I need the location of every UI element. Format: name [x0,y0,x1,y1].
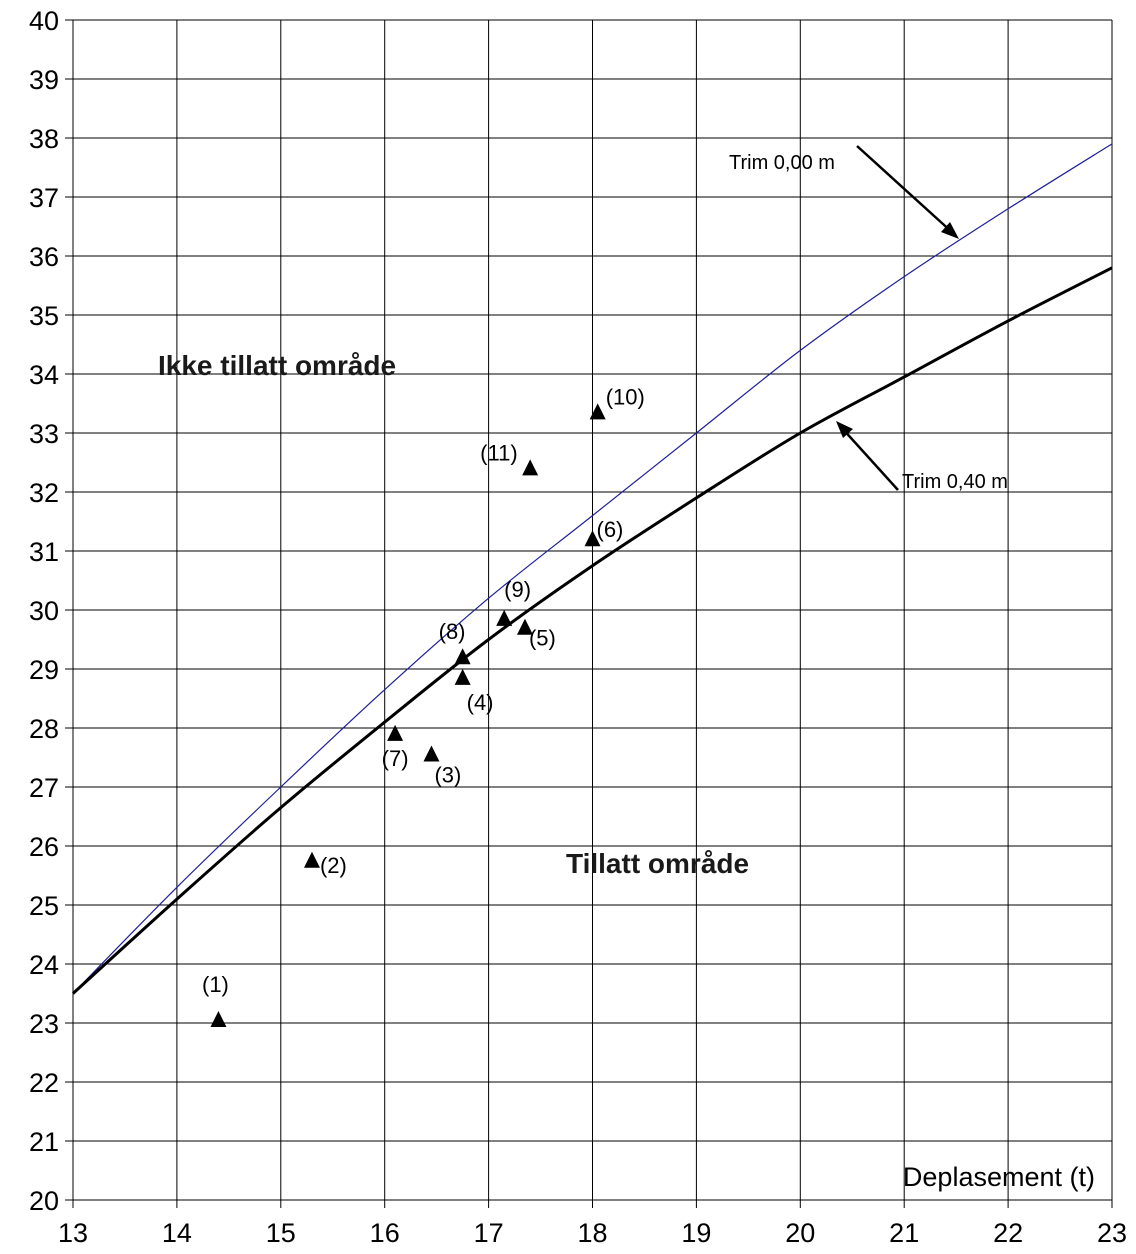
data-point-marker [303,851,320,868]
data-point-marker [496,609,513,626]
x-tick-label: 19 [681,1218,711,1248]
annotation-arrow-trim-000 [856,145,955,235]
y-tick-label: 29 [29,655,59,685]
y-tick-label: 35 [29,301,59,331]
x-tick-label: 14 [162,1218,192,1248]
y-tick-label: 34 [29,360,59,390]
data-point-label: (6) [597,517,624,542]
data-point-label: (1) [202,972,229,997]
data-point-marker [522,459,539,476]
arrowhead-trim-040 [836,421,853,438]
y-tick-label: 27 [29,773,59,803]
region-allowed-label: Tillatt område [566,848,749,879]
data-point-label: (3) [434,763,461,788]
x-tick-label: 17 [474,1218,504,1248]
y-tick-label: 33 [29,419,59,449]
x-tick-label: 18 [577,1218,607,1248]
data-point-label: (5) [529,626,556,651]
data-point-label: (9) [504,577,531,602]
x-tick-label: 22 [993,1218,1023,1248]
y-tick-label: 36 [29,242,59,272]
y-tick-label: 38 [29,124,59,154]
y-tick-label: 25 [29,891,59,921]
data-point-marker [589,403,606,420]
y-tick-label: 30 [29,596,59,626]
region-not-allowed-label: Ikke tillatt område [158,350,396,381]
series-layer [71,143,1113,995]
series-line-0 [72,143,1113,994]
y-tick-label: 21 [29,1127,59,1157]
series-line-1 [71,266,1113,995]
y-tick-label: 37 [29,183,59,213]
markers-layer: (1) (2) (3) (4) (5) (6) (7) (8) (9) (10) (11) [202,384,645,1028]
x-tick-label: 23 [1097,1218,1127,1248]
grid [65,19,1113,1208]
data-point-marker [454,668,471,685]
y-tick-label: 23 [29,1009,59,1039]
x-tick-label: 20 [785,1218,815,1248]
data-point-label: (11) [480,440,518,465]
x-tick-label: 13 [58,1218,88,1248]
y-tick-label: 22 [29,1068,59,1098]
data-point-marker [584,530,601,547]
data-point-label: (2) [320,853,347,878]
x-tick-label: 21 [889,1218,919,1248]
y-tick-label: 32 [29,478,59,508]
data-point-label: (7) [382,746,409,771]
y-tick-label: 39 [29,65,59,95]
y-tick-label: 31 [29,537,59,567]
y-tick-label: 40 [29,6,59,36]
data-point-label: (8) [439,619,466,644]
x-axis-label: Deplasement (t) [903,1162,1095,1192]
annotation-trim-000: Trim 0,00 m [729,152,835,174]
y-tick-label: 26 [29,832,59,862]
data-point-marker [516,618,533,635]
x-tick-label: 15 [266,1218,296,1248]
y-tick-label: 28 [29,714,59,744]
data-point-marker [454,648,471,665]
y-tick-label: 20 [29,1186,59,1216]
data-point-label: (10) [606,384,645,409]
data-point-marker [210,1011,227,1028]
x-tick-label: 16 [370,1218,400,1248]
annotation-arrow-trim-040 [840,426,899,491]
annotation-trim-040: Trim 0,40 m [902,471,1008,493]
data-point-marker [387,724,404,741]
y-tick-label: 24 [29,950,59,980]
data-point-label: (4) [467,690,494,715]
tick-labels: 13 14 15 16 17 18 19 20 21 22 23 20 21 22 23 24 25 26 27 28… [29,6,1127,1248]
data-point-marker [423,745,440,762]
arrowhead-trim-000 [941,222,959,239]
